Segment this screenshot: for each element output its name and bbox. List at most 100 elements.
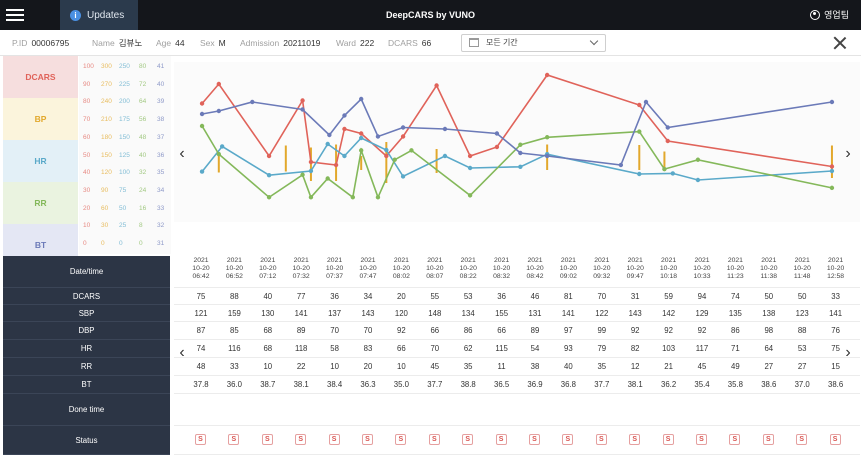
rr-cell: 45 bbox=[697, 362, 707, 371]
dcars-label: DCARS bbox=[388, 38, 418, 48]
datetime-cell: 2021 10-20 07:12 bbox=[251, 257, 285, 280]
sex-value: M bbox=[218, 38, 226, 48]
rr-cell: 20 bbox=[363, 362, 373, 371]
scale-tick: 40 bbox=[157, 80, 165, 88]
user-menu[interactable]: 영업팀 bbox=[810, 0, 849, 30]
dcars-cell: 34 bbox=[363, 292, 373, 301]
rr-cell: 10 bbox=[397, 362, 406, 371]
row-header-dcars: DCARS bbox=[3, 288, 170, 305]
status-badge[interactable]: S bbox=[796, 434, 808, 445]
datetime-time: 09:47 bbox=[626, 272, 644, 280]
dbp-cell: 89 bbox=[530, 326, 540, 335]
hr-cell: 118 bbox=[294, 344, 308, 353]
close-icon[interactable] bbox=[833, 36, 847, 50]
user-name: 영업팀 bbox=[824, 10, 849, 20]
status-badge[interactable]: S bbox=[395, 434, 407, 445]
datetime-cell: 2021 10-20 09:32 bbox=[585, 257, 619, 280]
datetime-cell: 2021 10-20 06:52 bbox=[217, 257, 251, 280]
period-value: 모든 기간 bbox=[486, 38, 518, 47]
scale-tick: 150 bbox=[101, 151, 112, 159]
scale-row: 70 210 175 56 38 bbox=[79, 113, 171, 127]
datetime-time: 09:02 bbox=[559, 272, 577, 280]
status-badge[interactable]: S bbox=[529, 434, 540, 445]
legend-item-hr: HR bbox=[3, 140, 78, 182]
chart-next-arrow-icon[interactable]: › bbox=[845, 145, 851, 162]
status-badge[interactable]: S bbox=[195, 434, 206, 445]
info-icon: i bbox=[70, 9, 81, 21]
sbp-cell: 121 bbox=[194, 309, 208, 318]
chart-prev-arrow-icon[interactable]: ‹ bbox=[179, 145, 185, 162]
bt-cell: 37.7 bbox=[427, 380, 443, 389]
scale-tick: 250 bbox=[119, 63, 130, 70]
status-badge[interactable]: S bbox=[495, 434, 507, 445]
status-badge[interactable]: S bbox=[762, 434, 774, 445]
scale-row: 60 180 150 48 37 bbox=[79, 131, 171, 145]
series-point-rr-11 bbox=[467, 193, 473, 198]
scale-tick: 72 bbox=[139, 80, 147, 88]
row-header-bt: BT bbox=[3, 376, 170, 394]
status-badge[interactable]: S bbox=[595, 434, 607, 445]
status-badge[interactable]: S bbox=[228, 434, 240, 445]
datetime-date: 2021 bbox=[393, 257, 409, 264]
series-point-rr-8 bbox=[375, 195, 381, 200]
status-badge[interactable]: S bbox=[829, 434, 841, 445]
status-badge[interactable]: S bbox=[729, 434, 741, 445]
hamburger-menu-icon[interactable] bbox=[6, 6, 24, 24]
datetime-md: 10-20 bbox=[192, 264, 210, 272]
datetime-cell: 2021 10-20 10:18 bbox=[652, 257, 686, 280]
updates-tab[interactable]: i Updates bbox=[60, 0, 138, 30]
bt-cell: 36.8 bbox=[560, 380, 576, 389]
sbp-cell: 141 bbox=[294, 309, 308, 318]
dcars-cell: 31 bbox=[630, 292, 640, 301]
status-badge[interactable]: S bbox=[562, 434, 574, 445]
status-badge[interactable]: S bbox=[462, 434, 474, 445]
datetime-date: 2021 bbox=[226, 257, 242, 264]
pid-value: 00006795 bbox=[31, 38, 70, 48]
series-point-bt-15 bbox=[665, 125, 670, 130]
datetime-cell: 2021 10-20 11:23 bbox=[718, 257, 752, 280]
status-badge[interactable]: S bbox=[362, 434, 373, 445]
table-prev-arrow-icon[interactable]: ‹ bbox=[179, 344, 185, 361]
status-badge[interactable]: S bbox=[629, 434, 641, 445]
sbp-cell: 143 bbox=[628, 309, 642, 318]
dcars-cell: 53 bbox=[463, 292, 473, 301]
datetime-date: 2021 bbox=[327, 257, 343, 264]
dbp-cell: 99 bbox=[597, 326, 607, 335]
dbp-cell: 86 bbox=[731, 326, 740, 335]
hr-cell: 68 bbox=[263, 344, 273, 353]
scale-tick: 90 bbox=[83, 80, 91, 88]
dcars-cell: 70 bbox=[597, 292, 607, 301]
datetime-md: 10-20 bbox=[760, 264, 778, 272]
status-badge[interactable]: S bbox=[295, 434, 307, 445]
row-header-done: Done time bbox=[3, 394, 170, 426]
patient-info-bar: P.ID 00006795 Name 김뷰노 Age 44 Sex M Admissio… bbox=[0, 30, 861, 56]
datetime-date: 2021 bbox=[193, 257, 209, 264]
hr-cell: 74 bbox=[196, 344, 206, 353]
dbp-cell: 87 bbox=[196, 326, 206, 335]
status-badge[interactable]: S bbox=[662, 434, 674, 445]
status-badge[interactable]: S bbox=[696, 434, 707, 445]
scale-tick: 270 bbox=[101, 80, 112, 88]
calendar-icon bbox=[469, 38, 479, 47]
hr-cell: 115 bbox=[495, 344, 508, 353]
datetime-time: 07:32 bbox=[292, 272, 310, 280]
dbp-cell: 98 bbox=[764, 326, 774, 335]
table-next-arrow-icon[interactable]: › bbox=[845, 344, 851, 361]
period-select[interactable]: 모든 기간 bbox=[461, 34, 606, 52]
ward-label: Ward bbox=[336, 38, 356, 48]
datetime-date: 2021 bbox=[727, 257, 743, 264]
hr-cell: 116 bbox=[228, 344, 241, 353]
status-badge[interactable]: S bbox=[428, 434, 440, 445]
status-badge[interactable]: S bbox=[328, 434, 340, 445]
series-point-hr-14 bbox=[670, 171, 675, 176]
status-badge[interactable]: S bbox=[261, 434, 273, 445]
table-row-datetime: 2021 10-20 06:42 2021 10-20 06:52 2021 10-20 07:… bbox=[174, 256, 860, 288]
scale-tick: 24 bbox=[139, 186, 147, 194]
bt-cell: 38.6 bbox=[828, 380, 844, 389]
scale-tick: 48 bbox=[139, 133, 147, 141]
row-header-rr: RR bbox=[3, 358, 170, 376]
pid-label: P.ID bbox=[12, 38, 28, 48]
dcars-field: DCARS 66 bbox=[388, 30, 431, 56]
datetime-cell: 2021 10-20 09:47 bbox=[618, 257, 652, 280]
hr-cell: 103 bbox=[662, 344, 676, 353]
